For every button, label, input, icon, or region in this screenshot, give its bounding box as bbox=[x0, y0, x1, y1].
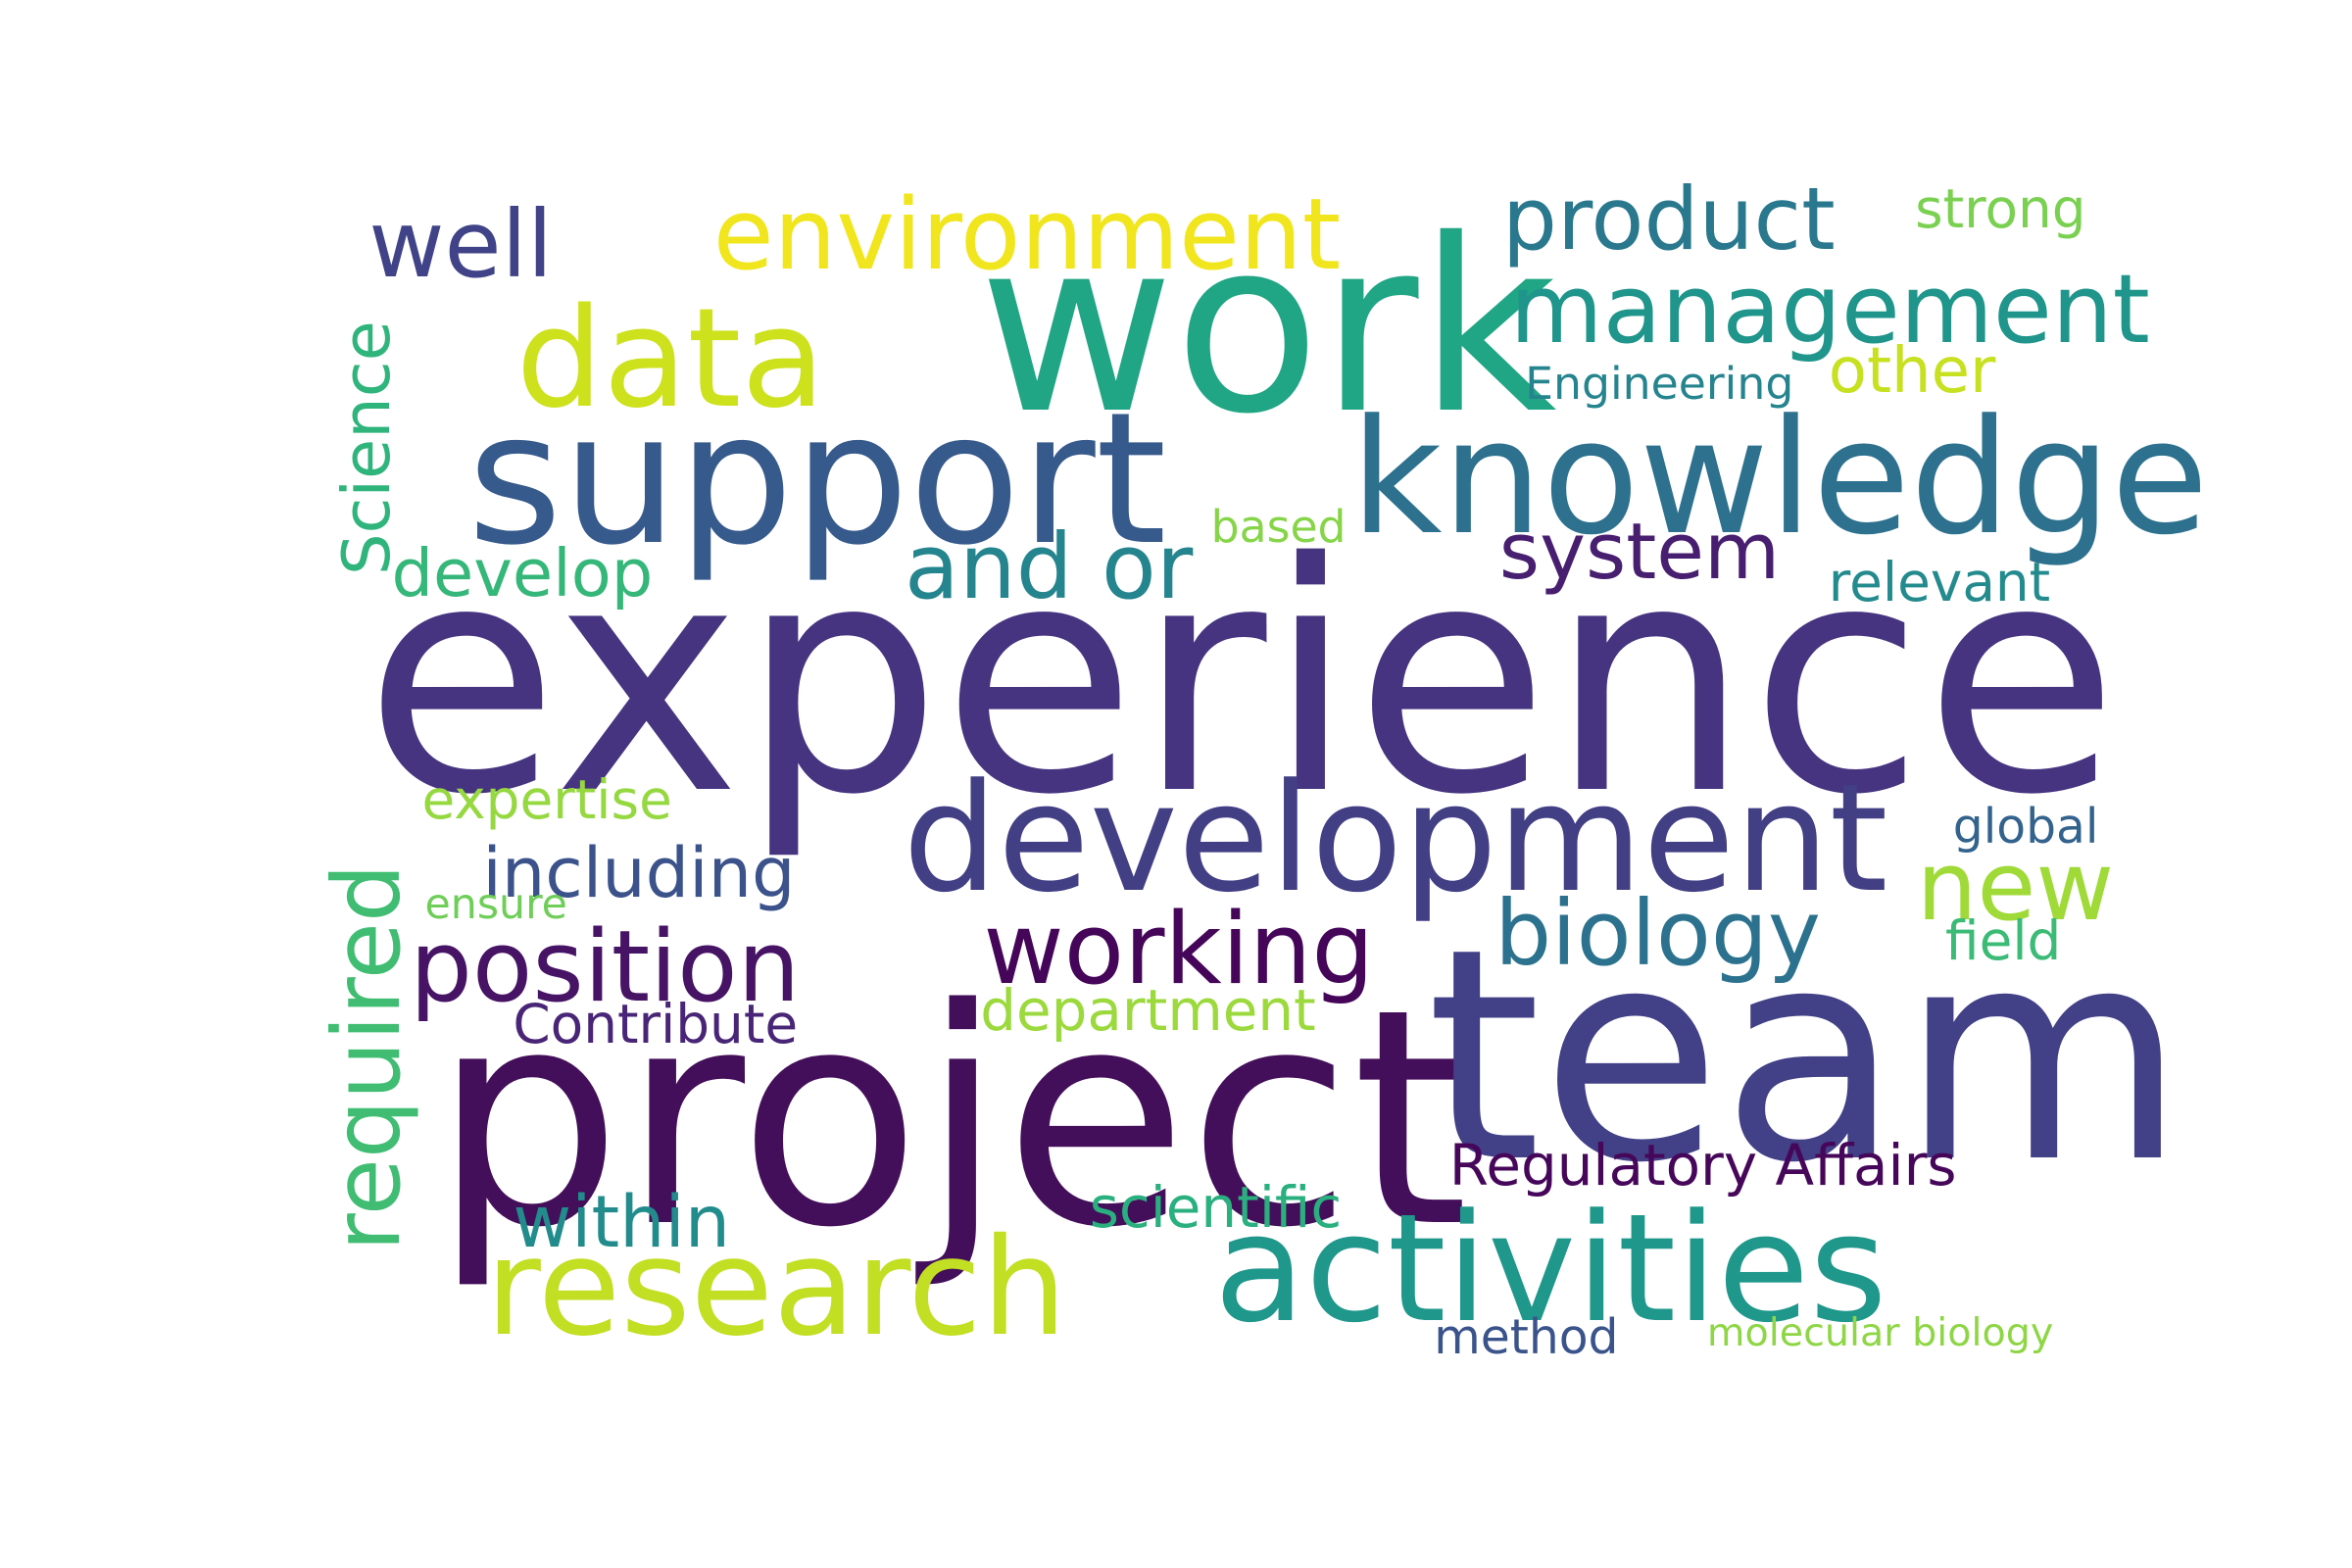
word-new: new bbox=[1916, 830, 2115, 943]
word-working: working bbox=[983, 891, 1375, 1006]
word-research: research bbox=[485, 1210, 1067, 1367]
word-ensure: ensure bbox=[424, 880, 567, 930]
word-biology: biology bbox=[1494, 880, 1821, 986]
word-activities: activities bbox=[1213, 1182, 1887, 1356]
word-department: department bbox=[980, 976, 1316, 1044]
word-well: well bbox=[368, 190, 554, 299]
word-knowledge: knowledge bbox=[1350, 386, 2209, 571]
word-and-or: and or bbox=[904, 514, 1194, 620]
word-within: within bbox=[513, 1181, 731, 1265]
word-position: position bbox=[410, 909, 801, 1025]
word-project: project bbox=[432, 945, 1470, 1294]
word-expertise: expertise bbox=[421, 768, 672, 832]
word-data: data bbox=[515, 279, 826, 440]
word-environment: environment bbox=[712, 177, 1342, 293]
word-required: required bbox=[314, 863, 422, 1251]
word-management: management bbox=[1509, 252, 2150, 365]
word-based: based bbox=[1210, 501, 1347, 554]
word-relevant: relevant bbox=[1828, 550, 2051, 613]
word-support: support bbox=[466, 372, 1167, 586]
word-system: system bbox=[1498, 505, 1781, 597]
word-work: work bbox=[978, 189, 1557, 467]
word-field: field bbox=[1945, 908, 2062, 972]
word-molecular-biology: molecular biology bbox=[1706, 1309, 2054, 1355]
word-engineering: Engineering bbox=[1525, 357, 1794, 410]
word-science: Science bbox=[327, 319, 405, 575]
word-product: product bbox=[1501, 168, 1836, 270]
word-method: method bbox=[1434, 1309, 1619, 1365]
word-development: development bbox=[903, 752, 1888, 926]
word-experience: experience bbox=[364, 496, 2120, 865]
word-scientific: scientific bbox=[1089, 1173, 1343, 1241]
word-strong: strong bbox=[1915, 176, 2086, 240]
word-other: other bbox=[1828, 335, 1996, 409]
word-develop: develop bbox=[391, 534, 654, 612]
word-including: including bbox=[482, 833, 796, 914]
word-global: global bbox=[1952, 799, 2099, 855]
word-contribute: Contribute bbox=[513, 992, 799, 1055]
word-team: team bbox=[1426, 886, 2186, 1227]
word-regulatory-affairs: Regulatory Affairs bbox=[1448, 1132, 1957, 1200]
